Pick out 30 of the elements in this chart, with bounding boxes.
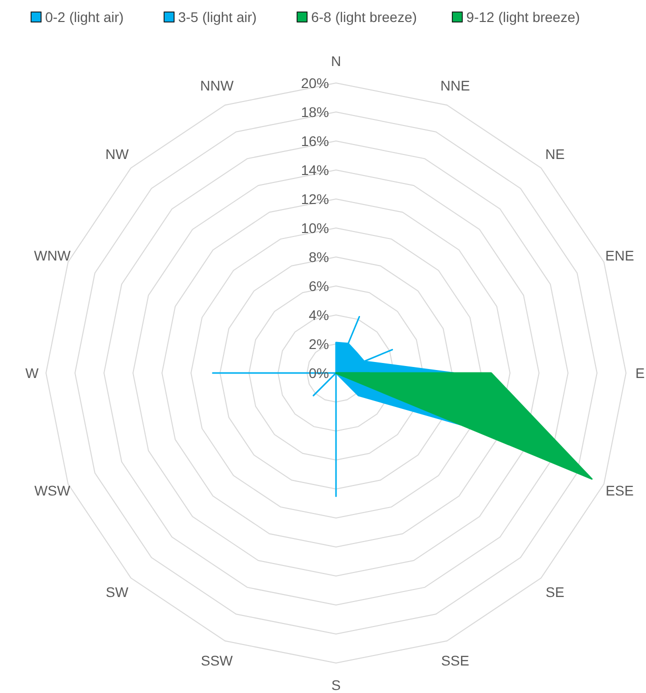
spoke-label: SE — [546, 584, 564, 600]
spoke-label: NW — [105, 146, 130, 162]
spoke-label: NE — [545, 146, 565, 162]
y-tick-label: 18% — [300, 104, 329, 120]
spoke-label: S — [331, 677, 341, 693]
legend-label: 6-8 (light breeze) — [311, 9, 417, 25]
spoke-label: NNW — [200, 77, 234, 94]
spoke-label: SSW — [200, 652, 234, 669]
legend-label: 3-5 (light air) — [178, 9, 257, 25]
spoke-label: N — [330, 53, 342, 69]
spoke-label: SSE — [441, 652, 470, 669]
spoke-label: NNE — [440, 77, 470, 94]
spoke-label: WSW — [34, 482, 71, 499]
legend-label: 0-2 (light air) — [45, 9, 124, 25]
y-tick-label: 8% — [308, 249, 329, 265]
spoke-label: ESE — [606, 482, 634, 499]
y-tick-label: 16% — [300, 133, 329, 149]
spoke-label: W — [25, 365, 40, 381]
y-tick-label: 4% — [308, 307, 329, 323]
spoke-label: WNW — [34, 247, 72, 264]
y-tick-label: 6% — [308, 278, 329, 294]
spoke-label: SW — [106, 584, 130, 600]
y-tick-label: 12% — [300, 191, 329, 207]
spoke-label: ENE — [605, 247, 634, 264]
y-tick-label: 10% — [300, 220, 329, 236]
y-tick-label: 20% — [300, 75, 329, 91]
y-tick-label: 2% — [308, 336, 329, 352]
y-tick-label: 14% — [300, 162, 329, 178]
spoke-label: E — [635, 365, 645, 381]
legend-label: 9-12 (light breeze) — [466, 9, 580, 25]
